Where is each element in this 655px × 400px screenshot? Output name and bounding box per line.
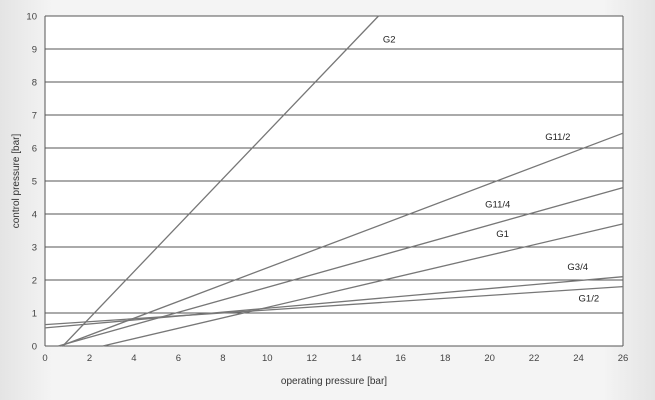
x-tick-label: 14 xyxy=(351,353,362,364)
y-axis-title: control pressure [bar] xyxy=(11,134,22,229)
series-line-g1-2 xyxy=(44,285,624,326)
series-line-g1 xyxy=(102,223,624,347)
x-tick-label: 26 xyxy=(618,353,629,364)
y-tick-label: 0 xyxy=(32,342,37,353)
x-tick-label: 24 xyxy=(573,353,584,364)
y-tick-label: 6 xyxy=(32,144,37,155)
x-axis-title: operating pressure [bar] xyxy=(281,376,387,387)
y-tick-label: 2 xyxy=(32,276,37,287)
y-tick-label: 8 xyxy=(32,78,37,89)
y-tick-label: 5 xyxy=(32,177,37,188)
series-line-g2 xyxy=(62,15,379,347)
x-tick-label: 18 xyxy=(440,353,451,364)
series-label: G2 xyxy=(383,34,396,45)
series-line-g3-4 xyxy=(44,276,624,329)
x-tick-label: 8 xyxy=(220,353,225,364)
x-tick-label: 10 xyxy=(262,353,273,364)
y-tick-label: 10 xyxy=(26,12,37,23)
x-tick-label: 4 xyxy=(131,353,136,364)
x-tick-label: 16 xyxy=(395,353,406,364)
x-tick-label: 22 xyxy=(529,353,540,364)
series-line-g11-4 xyxy=(58,186,624,347)
y-tick-label: 7 xyxy=(32,111,37,122)
y-tick-label: 3 xyxy=(32,243,37,254)
y-tick-label: 4 xyxy=(32,210,37,221)
series-label: G1 xyxy=(496,229,509,240)
series-label: G11/2 xyxy=(545,132,570,143)
x-tick-label: 12 xyxy=(306,353,317,364)
series-label: G3/4 xyxy=(567,262,588,273)
x-tick-label: 6 xyxy=(176,353,181,364)
x-tick-label: 2 xyxy=(87,353,92,364)
y-tick-label: 1 xyxy=(32,309,37,320)
y-tick-label: 9 xyxy=(32,45,37,56)
series-line-g11-2 xyxy=(60,132,624,347)
x-tick-label: 0 xyxy=(42,353,47,364)
x-tick-label: 20 xyxy=(484,353,495,364)
series-label: G1/2 xyxy=(579,293,600,304)
series-label: G11/4 xyxy=(485,199,510,210)
